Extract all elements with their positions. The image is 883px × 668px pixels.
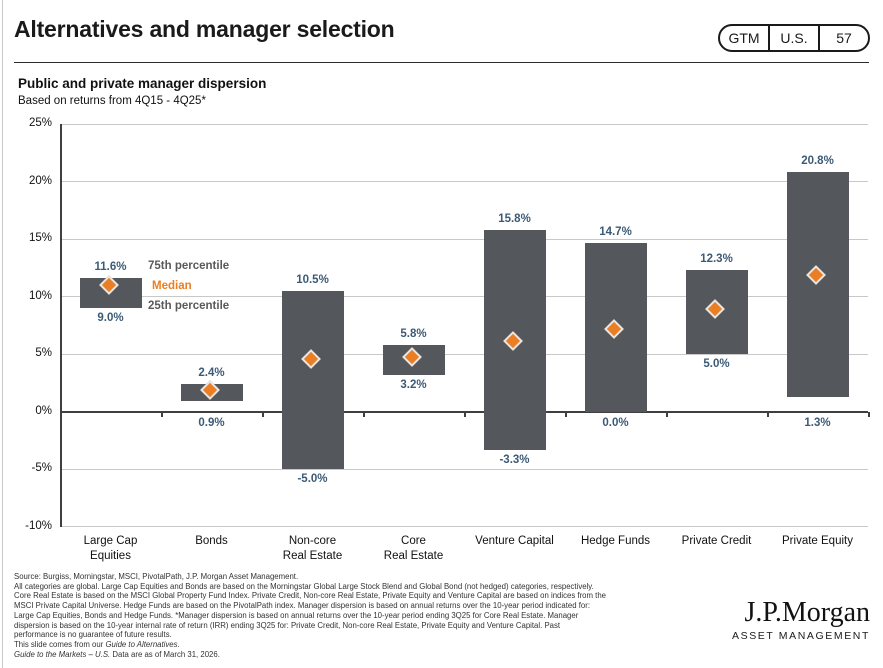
y-axis-tick-label: 0% — [35, 404, 52, 417]
zero-axis-tick — [767, 411, 769, 417]
footnote-line: Core Real Estate is based on the MSCI Gl… — [14, 591, 607, 601]
pill-segment-page-number: 57 — [818, 26, 868, 50]
zero-axis-tick — [363, 411, 365, 417]
zero-axis-tick — [262, 411, 264, 417]
p25-value-label: 9.0% — [97, 312, 124, 325]
category-label: Bonds — [195, 534, 228, 547]
p75-value-label: 20.8% — [801, 155, 834, 168]
footnote-line: Source: Burgiss, Morningstar, MSCI, Pivo… — [14, 572, 299, 581]
legend-25th-label: 25th percentile — [148, 300, 230, 312]
pill-segment-region: U.S. — [768, 26, 818, 50]
zero-axis-tick — [464, 411, 466, 417]
pill-segment-gtm: GTM — [728, 30, 760, 46]
y-axis-tick-label: 10% — [28, 289, 52, 302]
p25-value-label: -3.3% — [499, 453, 530, 466]
category-label: Non-core Real Estate — [282, 534, 343, 562]
footnote-line: dispersion is based on the 10-year inter… — [14, 620, 561, 630]
range-bar — [786, 172, 849, 397]
y-axis-tick-label: 5% — [35, 347, 52, 360]
category-label: Core Real Estate — [383, 534, 444, 562]
p75-value-label: 15.8% — [498, 212, 531, 225]
category-label: Private Equity — [782, 534, 853, 547]
p75-value-label: 14.7% — [599, 225, 632, 238]
left-edge-line — [2, 0, 3, 668]
zero-axis-tick — [868, 411, 870, 417]
gridline — [60, 353, 868, 355]
logo-wordmark: J.P.Morgan — [744, 597, 870, 628]
p75-value-label: 5.8% — [400, 328, 427, 341]
gridline — [60, 123, 868, 125]
category-label: Venture Capital — [475, 534, 554, 547]
range-bar — [281, 290, 344, 470]
p75-value-label: 10.5% — [296, 273, 329, 286]
gridline — [60, 238, 868, 240]
chart-title: Public and private manager dispersion — [18, 76, 267, 91]
gridline — [60, 296, 868, 298]
p25-value-label: -5.0% — [297, 473, 328, 486]
footnote-line: Guide to the Markets – U.S. Data are as … — [14, 649, 220, 659]
footnote-line: Large Cap Equities, Bonds and Hedge Fund… — [14, 610, 579, 620]
y-axis-tick-label: 15% — [28, 232, 52, 245]
category-label: Private Credit — [681, 534, 752, 547]
gridline — [60, 526, 868, 528]
y-axis-tick-label: -5% — [31, 462, 52, 475]
jpmorgan-logo: J.P.Morgan ASSET MANAGEMENT — [731, 597, 870, 643]
p25-value-label: 3.2% — [400, 379, 427, 391]
legend-median-label: Median — [152, 280, 192, 292]
zero-axis-tick — [161, 411, 163, 417]
footnote-line: This slide comes from our Guide to Alter… — [14, 639, 180, 649]
p75-value-label: 2.4% — [198, 367, 225, 380]
footnotes: Source: Burgiss, Morningstar, MSCI, Pivo… — [14, 572, 759, 659]
gridline — [60, 468, 868, 470]
chart-subtitle: Based on returns from 4Q15 - 4Q25* — [18, 95, 206, 107]
p75-value-label: 12.3% — [700, 253, 733, 266]
y-axis-tick-label: -10% — [25, 519, 52, 532]
logo-subtitle: ASSET MANAGEMENT — [731, 630, 870, 643]
gridline — [60, 181, 868, 183]
y-axis-line — [60, 124, 62, 527]
zero-axis-tick — [666, 411, 668, 417]
category-label: Large Cap Equities — [83, 534, 138, 562]
footnote-line: MSCI Private Capital Universe. Hedge Fun… — [14, 601, 590, 611]
header-divider — [14, 62, 869, 63]
p25-value-label: 0.0% — [602, 416, 629, 429]
zero-axis-tick — [565, 411, 567, 417]
p25-value-label: 0.9% — [198, 416, 225, 429]
y-axis-tick-label: 20% — [28, 174, 52, 187]
footnote-line: performance is no guarantee of future re… — [14, 630, 172, 640]
gtm-pill: GTM U.S. 57 — [718, 24, 870, 52]
category-label: Hedge Funds — [580, 534, 651, 547]
p75-value-label: 11.6% — [94, 261, 127, 274]
footnote-line: All categories are global. Large Cap Equ… — [14, 581, 594, 591]
page-title: Alternatives and manager selection — [14, 16, 395, 42]
p25-value-label: 1.3% — [804, 416, 831, 429]
dispersion-chart: 75th percentile Median 25th percentile 2… — [0, 110, 883, 572]
p25-value-label: 5.0% — [703, 358, 730, 371]
legend-75th-label: 75th percentile — [148, 260, 230, 272]
y-axis-tick-label: 25% — [28, 117, 52, 129]
